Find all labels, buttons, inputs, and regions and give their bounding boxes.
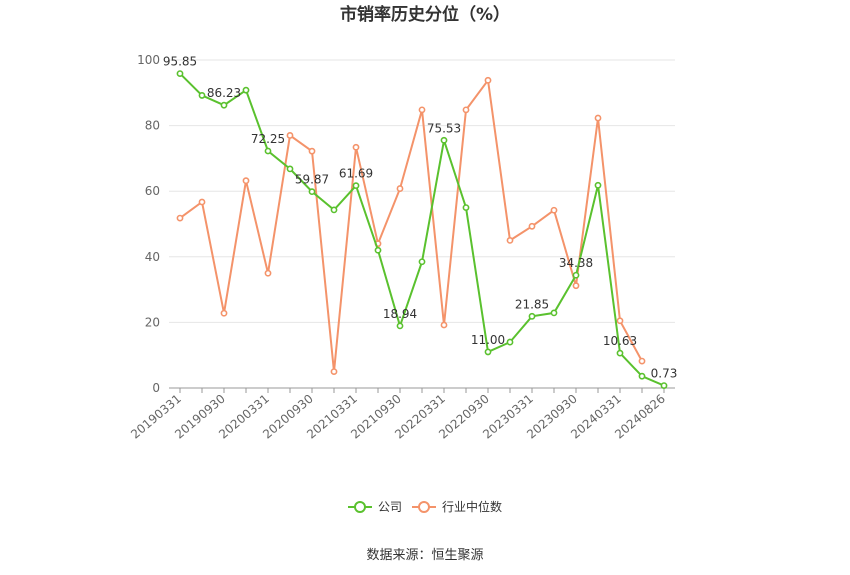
data-point (176, 70, 184, 78)
data-label: 10.63 (603, 334, 637, 348)
y-axis: 0 20 40 60 80 100 (137, 53, 160, 395)
data-point (528, 312, 536, 320)
data-point (176, 214, 184, 222)
data-point (616, 317, 624, 325)
data-point (440, 321, 448, 329)
data-point (616, 349, 624, 357)
data-label: 11.00 (471, 333, 505, 347)
data-point (594, 181, 602, 189)
legend-item-company[interactable]: 公司 (348, 500, 402, 514)
legend: 公司 行业中位数 (348, 499, 502, 514)
data-point (374, 246, 382, 254)
data-label: 72.25 (251, 132, 285, 146)
data-point (198, 198, 206, 206)
data-point (462, 204, 470, 211)
data-point (638, 372, 646, 380)
data-label: 59.87 (295, 173, 329, 187)
data-label: 0.73 (651, 367, 678, 381)
series-line-0 (179, 72, 665, 387)
data-point (286, 132, 294, 139)
data-label: 95.85 (163, 55, 197, 69)
data-point (396, 185, 404, 192)
data-label: 21.85 (515, 297, 549, 311)
data-label: 75.53 (427, 121, 461, 135)
data-point (594, 114, 602, 122)
data-point (660, 382, 668, 390)
data-point (440, 136, 448, 144)
data-point (638, 357, 646, 365)
data-point (506, 338, 514, 346)
data-label: 18.94 (383, 307, 417, 321)
data-point (418, 106, 426, 114)
series-line-1 (179, 77, 643, 372)
data-point (264, 147, 272, 155)
y-tick-label: 60 (145, 184, 160, 198)
data-point (484, 76, 492, 84)
legend-item-industry-median[interactable]: 行业中位数 (412, 499, 502, 514)
data-point (352, 182, 360, 190)
source-note: 数据来源：恒生聚源 (366, 548, 483, 563)
data-point (418, 258, 426, 266)
x-axis: 2019033120190930202003312020093020210331… (128, 387, 675, 442)
data-point (242, 177, 250, 185)
y-tick-label: 80 (145, 119, 160, 133)
legend-label-industry-median: 行业中位数 (442, 499, 502, 514)
data-point (572, 271, 580, 279)
data-point (242, 86, 250, 94)
data-point (352, 143, 360, 151)
y-tick-label: 20 (145, 315, 160, 329)
data-point (550, 206, 558, 214)
data-point (462, 106, 470, 114)
data-label: 86.23 (207, 86, 241, 100)
y-tick-label: 100 (137, 53, 160, 67)
y-tick-label: 40 (145, 250, 160, 264)
data-point (484, 348, 492, 356)
data-point (330, 206, 338, 214)
series-lines (176, 70, 668, 390)
data-point (330, 368, 338, 375)
data-point (198, 92, 206, 99)
data-point (550, 309, 558, 317)
data-point (308, 188, 316, 196)
data-point (528, 222, 536, 230)
data-point (220, 309, 228, 317)
data-point (396, 322, 404, 330)
data-point (264, 269, 272, 277)
data-labels: 95.85 86.23 72.25 59.87 61.69 18.94 75.53 11.00… (163, 55, 678, 381)
y-tick-label: 0 (152, 381, 160, 395)
legend-label-company: 公司 (378, 500, 402, 514)
data-point (220, 101, 228, 109)
chart-title: 市销率历史分位（%） (340, 4, 510, 25)
data-label: 34.38 (559, 256, 593, 270)
data-point (286, 165, 294, 173)
data-point (308, 147, 316, 155)
data-label: 61.69 (339, 167, 373, 181)
data-point (506, 236, 514, 244)
data-point (572, 282, 580, 290)
